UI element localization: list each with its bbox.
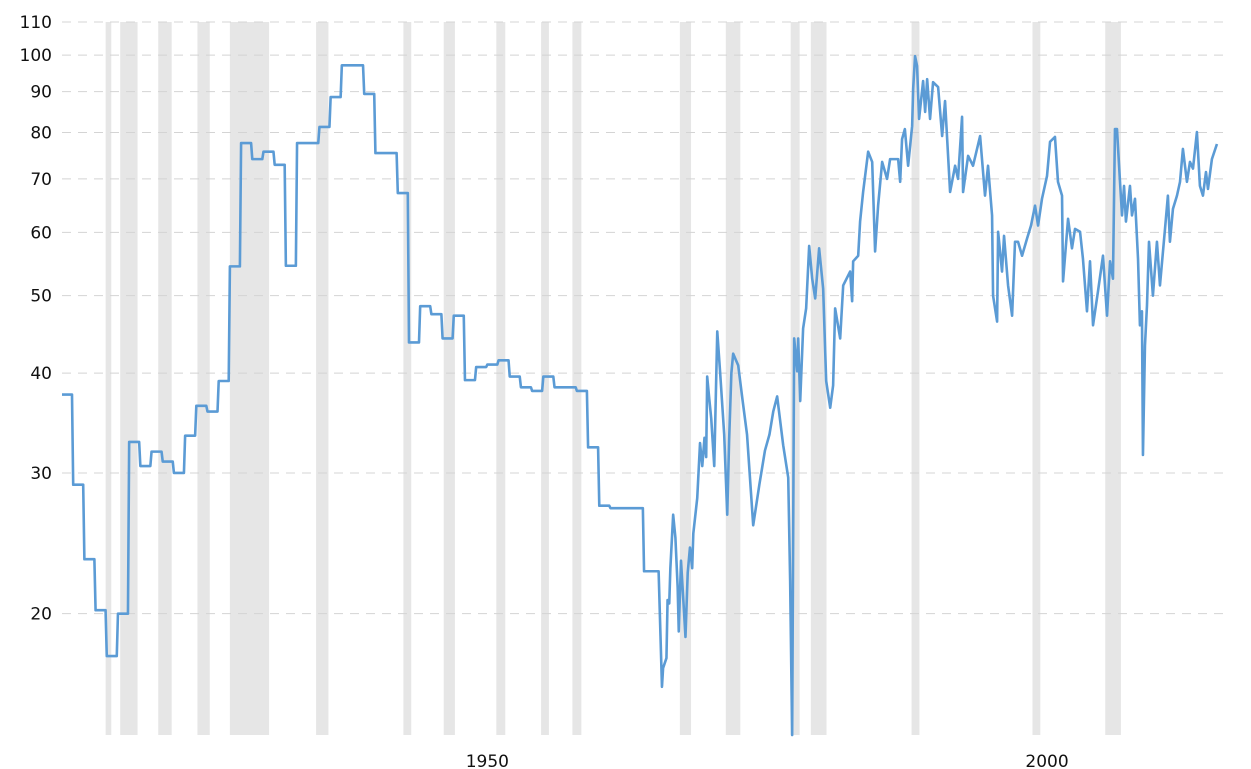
x-axis-tick-labels: 1950 2000: [466, 752, 1069, 769]
shaded-band: [1105, 22, 1121, 735]
y-tick-label: 80: [30, 124, 52, 144]
shaded-band: [1032, 22, 1041, 735]
shaded-band: [725, 22, 741, 735]
shaded-band: [572, 22, 582, 735]
shaded-band: [496, 22, 506, 735]
shaded-band: [316, 22, 329, 735]
shaded-band: [105, 22, 112, 735]
y-tick-label: 90: [30, 83, 52, 103]
shaded-band: [911, 22, 920, 735]
shaded-band: [541, 22, 549, 735]
shaded-bands: [105, 22, 1121, 735]
y-tick-label: 100: [20, 46, 52, 66]
y-axis-tick-labels: 20 30 40 50 60 70 80 90 100 110: [20, 13, 52, 625]
shaded-band: [120, 22, 138, 735]
shaded-band: [810, 22, 827, 735]
gridlines: [62, 21, 1225, 615]
shaded-band: [679, 22, 692, 735]
x-tick-label: 1950: [466, 752, 509, 769]
y-tick-label: 30: [30, 464, 52, 484]
shaded-band: [443, 22, 455, 735]
y-tick-label: 50: [30, 287, 52, 307]
x-tick-label: 2000: [1025, 752, 1068, 769]
y-tick-label: 40: [30, 364, 52, 384]
y-tick-label: 60: [30, 223, 52, 243]
y-tick-label: 20: [30, 605, 52, 625]
shaded-band: [229, 22, 270, 735]
shaded-band: [403, 22, 412, 735]
shaded-band: [197, 22, 210, 735]
series-lines: [62, 54, 1219, 737]
y-tick-label: 110: [20, 13, 52, 33]
series-line: [62, 54, 1219, 737]
shaded-band: [158, 22, 172, 735]
y-tick-label: 70: [30, 170, 52, 190]
